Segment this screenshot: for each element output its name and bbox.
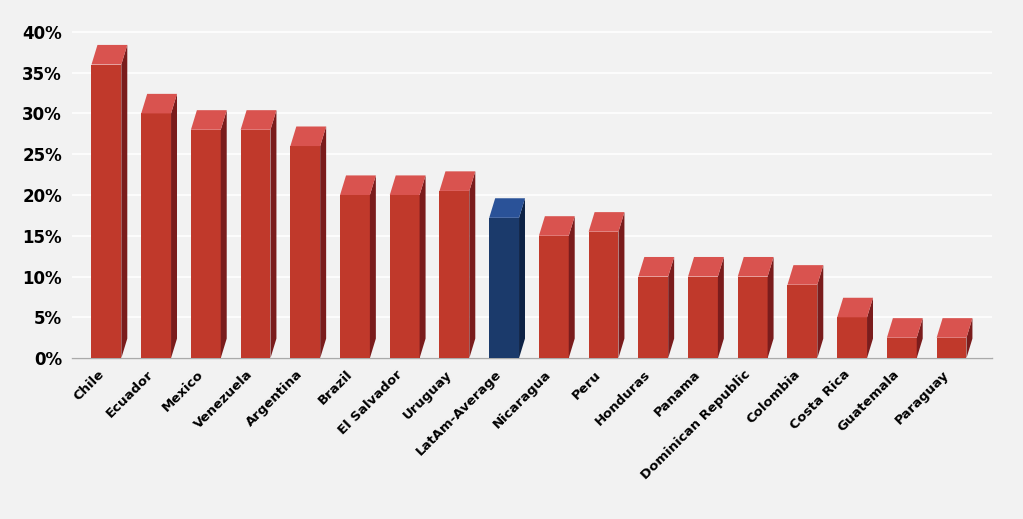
Polygon shape: [767, 257, 773, 358]
Polygon shape: [291, 127, 326, 146]
Polygon shape: [91, 45, 127, 64]
Polygon shape: [320, 127, 326, 358]
Polygon shape: [419, 175, 426, 358]
Polygon shape: [817, 265, 824, 358]
FancyBboxPatch shape: [141, 114, 171, 358]
Polygon shape: [539, 216, 575, 236]
FancyBboxPatch shape: [390, 195, 419, 358]
Polygon shape: [718, 257, 724, 358]
Polygon shape: [489, 198, 525, 218]
Polygon shape: [340, 175, 375, 195]
Polygon shape: [937, 318, 973, 338]
FancyBboxPatch shape: [588, 231, 619, 358]
Polygon shape: [569, 216, 575, 358]
FancyBboxPatch shape: [688, 277, 718, 358]
Polygon shape: [688, 257, 724, 277]
Polygon shape: [868, 298, 873, 358]
FancyBboxPatch shape: [738, 277, 767, 358]
Polygon shape: [519, 198, 525, 358]
FancyBboxPatch shape: [937, 338, 967, 358]
Polygon shape: [917, 318, 923, 358]
FancyBboxPatch shape: [638, 277, 668, 358]
Polygon shape: [967, 318, 973, 358]
Polygon shape: [141, 94, 177, 114]
FancyBboxPatch shape: [887, 338, 917, 358]
Polygon shape: [738, 257, 773, 277]
Polygon shape: [887, 318, 923, 338]
Polygon shape: [470, 171, 476, 358]
Polygon shape: [221, 110, 227, 358]
Polygon shape: [270, 110, 276, 358]
FancyBboxPatch shape: [788, 285, 817, 358]
Polygon shape: [171, 94, 177, 358]
Polygon shape: [588, 212, 624, 231]
Polygon shape: [240, 110, 276, 130]
Polygon shape: [638, 257, 674, 277]
Polygon shape: [668, 257, 674, 358]
Polygon shape: [788, 265, 824, 285]
Polygon shape: [619, 212, 624, 358]
FancyBboxPatch shape: [440, 191, 470, 358]
Polygon shape: [390, 175, 426, 195]
Polygon shape: [440, 171, 476, 191]
FancyBboxPatch shape: [340, 195, 370, 358]
FancyBboxPatch shape: [489, 218, 519, 358]
Polygon shape: [191, 110, 227, 130]
Polygon shape: [370, 175, 375, 358]
FancyBboxPatch shape: [191, 130, 221, 358]
FancyBboxPatch shape: [837, 317, 868, 358]
FancyBboxPatch shape: [91, 64, 122, 358]
FancyBboxPatch shape: [240, 130, 270, 358]
FancyBboxPatch shape: [291, 146, 320, 358]
FancyBboxPatch shape: [539, 236, 569, 358]
Polygon shape: [837, 298, 873, 317]
Polygon shape: [122, 45, 127, 358]
